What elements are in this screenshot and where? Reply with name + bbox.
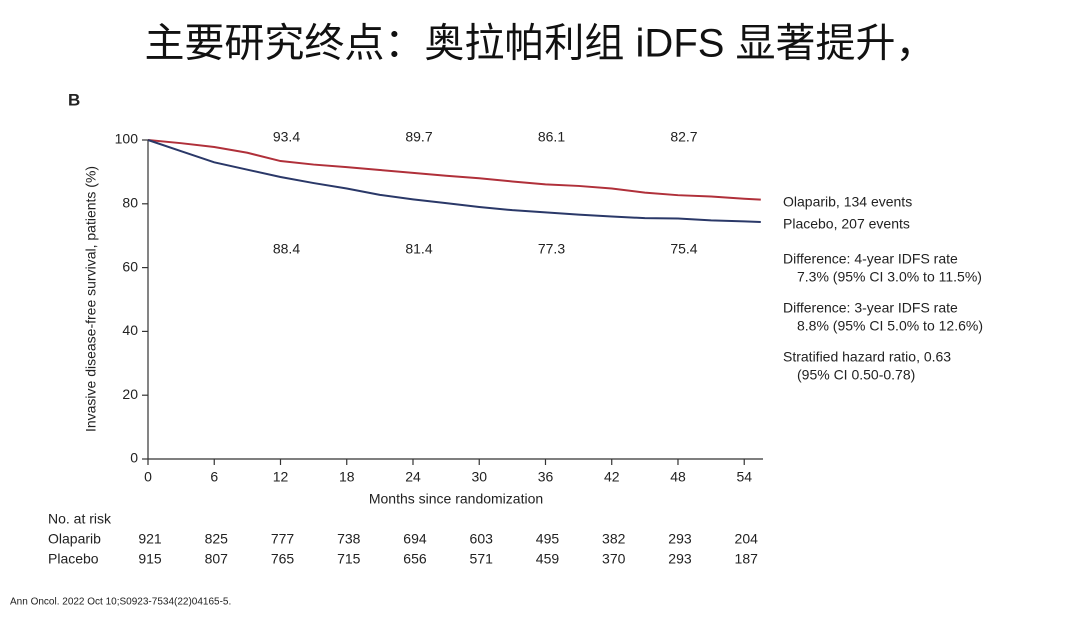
source: Ann Oncol. 2022 Oct 10;S0923-7534(22)041…	[10, 597, 231, 608]
value-label: 86.1	[538, 129, 565, 145]
value-label: 75.4	[670, 241, 697, 257]
value-label: 89.7	[405, 129, 432, 145]
risk-count: 459	[536, 551, 560, 567]
risk-count: 187	[735, 551, 759, 567]
x-tick-label: 48	[670, 469, 686, 485]
risk-count: 807	[205, 551, 229, 567]
header: 主要研究终点：奥拉帕利组 iDFS 显著提升，	[144, 22, 935, 66]
note: Difference: 3-year IDFS rate	[783, 300, 958, 316]
value-label: 93.4	[273, 129, 300, 145]
risk-count: 603	[470, 531, 494, 547]
risk-count: 370	[602, 551, 626, 567]
risk-count: 293	[668, 531, 692, 547]
note: 7.3% (95% CI 3.0% to 11.5%)	[797, 269, 982, 285]
note: (95% CI 0.50-0.78)	[797, 367, 915, 383]
risk-count: 738	[337, 531, 361, 547]
note: Difference: 4-year IDFS rate	[783, 251, 958, 267]
risk-row-name: Olaparib	[48, 531, 101, 547]
value-label: 81.4	[405, 241, 432, 257]
x-tick-label: 12	[273, 469, 289, 485]
value-label: 77.3	[538, 241, 565, 257]
risk-count: 293	[668, 551, 692, 567]
x-tick-label: 24	[405, 469, 421, 485]
risk-count: 694	[403, 531, 427, 547]
risk-count: 777	[271, 531, 295, 547]
y-tick-label: 0	[130, 450, 138, 466]
risk-count: 382	[602, 531, 626, 547]
value-label: 88.4	[273, 241, 300, 257]
x-tick-label: 42	[604, 469, 620, 485]
risk-count: 715	[337, 551, 361, 567]
y-axis-label: Invasive disease-free survival, patients…	[83, 166, 99, 432]
x-axis-label: Months since randomization	[369, 491, 543, 507]
x-tick-label: 30	[471, 469, 487, 485]
x-tick-label: 0	[144, 469, 152, 485]
x-tick-label: 18	[339, 469, 355, 485]
y-tick-label: 60	[122, 258, 138, 274]
risk-count: 765	[271, 551, 295, 567]
x-tick-label: 36	[538, 469, 554, 485]
legend-label: Placebo, 207 events	[783, 216, 910, 232]
value-label: 82.7	[670, 129, 697, 145]
survival-line	[147, 139, 761, 201]
risk-count: 915	[138, 551, 162, 567]
legend-label: Olaparib, 134 events	[783, 194, 912, 210]
risk-count: 825	[205, 531, 229, 547]
risk-count: 495	[536, 531, 560, 547]
risk-count: 571	[470, 551, 494, 567]
y-tick-label: 40	[122, 322, 138, 338]
risk-count: 921	[138, 531, 162, 547]
survival-line	[147, 139, 761, 223]
risk-table-title: No. at risk	[48, 511, 112, 527]
risk-count: 204	[735, 531, 759, 547]
x-tick-label: 6	[210, 469, 218, 485]
x-tick-label: 54	[736, 469, 752, 485]
y-tick-label: 100	[115, 131, 139, 147]
panel-label: B	[68, 90, 80, 109]
note: 8.8% (95% CI 5.0% to 12.6%)	[797, 318, 983, 334]
risk-row-name: Placebo	[48, 551, 99, 567]
note: Stratified hazard ratio, 0.63	[783, 349, 951, 365]
y-tick-label: 20	[122, 386, 138, 402]
risk-count: 656	[403, 551, 427, 567]
y-tick-label: 80	[122, 195, 138, 211]
